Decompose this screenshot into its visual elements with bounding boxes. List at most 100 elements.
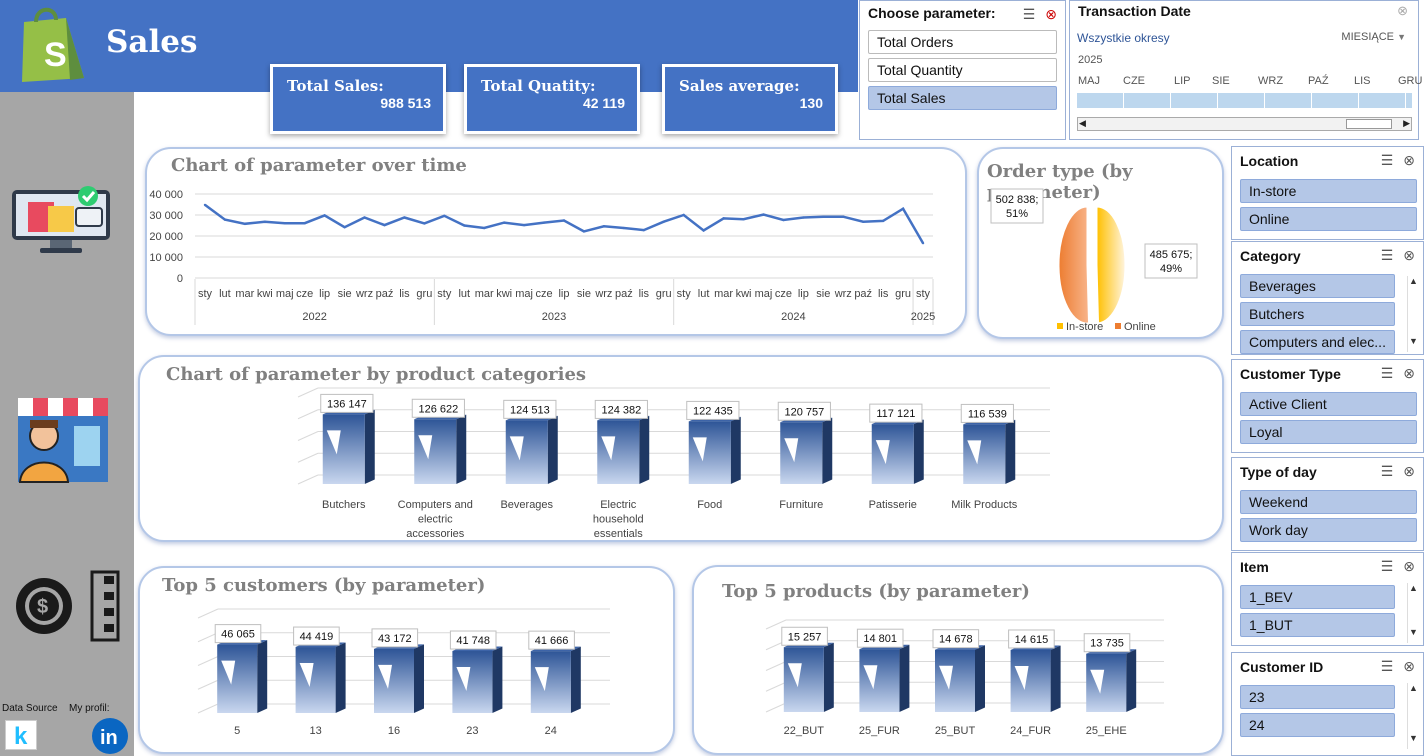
- shopping-computer-icon[interactable]: [10, 186, 114, 261]
- data-label-box: [528, 630, 575, 650]
- data-point: [383, 223, 386, 227]
- slicer-item[interactable]: 24: [1240, 713, 1395, 737]
- slicer-item-total-quantity[interactable]: Total Quantity: [868, 58, 1057, 82]
- slicer-item-total-sales[interactable]: Total Sales: [868, 86, 1057, 110]
- store-seller-icon[interactable]: [14, 396, 112, 489]
- slicer-item[interactable]: 1_BUT: [1240, 613, 1395, 637]
- label-callout: [875, 440, 890, 465]
- slicer-item[interactable]: Active Client: [1240, 392, 1417, 416]
- data-point: [802, 216, 805, 219]
- clear-filter-icon[interactable]: ⊗: [1403, 558, 1415, 574]
- x-tick-label: Electric: [600, 499, 637, 511]
- scroll-up-icon[interactable]: ▲: [1409, 276, 1418, 286]
- label-callout: [299, 663, 314, 688]
- data-label: 124 382: [601, 404, 641, 416]
- slicer-item[interactable]: Work day: [1240, 518, 1417, 542]
- slicer-item[interactable]: Online: [1240, 207, 1417, 231]
- clear-filter-icon[interactable]: ⊗: [1045, 6, 1057, 22]
- multi-select-icon[interactable]: ☰: [1380, 247, 1394, 263]
- x-tick-label: Furniture: [779, 499, 823, 511]
- bar: [1086, 653, 1127, 712]
- data-point: [303, 221, 306, 225]
- scroll-left-icon[interactable]: ◀: [1079, 118, 1086, 128]
- multi-select-icon[interactable]: ☰: [1380, 658, 1394, 674]
- multi-select-icon[interactable]: ☰: [1380, 365, 1394, 381]
- gridline: [197, 703, 219, 714]
- slicer-item[interactable]: In-store: [1240, 179, 1417, 203]
- multi-select-icon[interactable]: ☰: [1022, 6, 1036, 22]
- linkedin-icon[interactable]: in: [92, 718, 128, 754]
- multi-select-icon[interactable]: ☰: [1380, 558, 1394, 574]
- bar-side: [913, 419, 924, 484]
- slicer-scrollbar[interactable]: ▲ ▼: [1407, 276, 1419, 352]
- data-point: [403, 216, 406, 219]
- x-tick-label: lis: [639, 288, 650, 300]
- scroll-right-icon[interactable]: ▶: [1403, 118, 1410, 128]
- x-tick-label: 23: [466, 725, 478, 737]
- clear-filter-icon[interactable]: ⊗: [1397, 3, 1408, 18]
- data-point: [463, 224, 466, 227]
- bar-side: [414, 644, 424, 713]
- clear-filter-icon[interactable]: ⊗: [1403, 463, 1415, 479]
- scroll-down-icon[interactable]: ▼: [1409, 627, 1418, 637]
- clear-filter-icon[interactable]: ⊗: [1403, 152, 1415, 168]
- slicer-item-total-orders[interactable]: Total Orders: [868, 30, 1057, 54]
- data-label: 43 172: [378, 633, 412, 645]
- scroll-down-icon[interactable]: ▼: [1409, 336, 1418, 346]
- money-settings-icon[interactable]: $: [10, 570, 122, 647]
- x-tick-label: mar: [235, 288, 254, 300]
- data-point: [642, 228, 645, 232]
- slicer-scrollbar[interactable]: ▲ ▼: [1407, 683, 1419, 749]
- data-point: [542, 221, 546, 224]
- x-tick-label: 13: [309, 725, 321, 737]
- x-tick-label: kwi: [496, 288, 512, 300]
- bar: [859, 649, 900, 712]
- line-chart-panel: Chart of parameter over time 40 000 30 00…: [145, 147, 967, 336]
- x-tick-label: kwi: [736, 288, 752, 300]
- timeline-scrollbar[interactable]: ◀ ▶: [1077, 117, 1412, 131]
- data-point: [822, 215, 825, 218]
- x-tick-label: lip: [558, 288, 569, 300]
- scroll-up-icon[interactable]: ▲: [1409, 583, 1418, 593]
- kaggle-icon[interactable]: k: [5, 720, 37, 750]
- x-tick-label: 16: [388, 725, 400, 737]
- customer-type-slicer: Customer Type ☰ ⊗ Active Client Loyal: [1231, 359, 1424, 453]
- x-tick-label: wrz: [834, 288, 852, 300]
- pie-chart: 485 675; 49% 502 838; 51% In-store Online: [990, 188, 1198, 333]
- data-label-box: [449, 630, 497, 650]
- slicer-item[interactable]: 1_BEV: [1240, 585, 1395, 609]
- bar: [217, 644, 258, 713]
- data-label: 120 757: [784, 406, 824, 418]
- customer-id-slicer: Customer ID ☰ ⊗ 23 24 ▲ ▼: [1231, 652, 1424, 756]
- slicer-item[interactable]: Butchers: [1240, 302, 1395, 326]
- timeline-level-dropdown[interactable]: MIESIĄCE: [1341, 31, 1394, 43]
- scroll-thumb[interactable]: [1346, 119, 1392, 129]
- slicer-scrollbar[interactable]: ▲ ▼: [1407, 583, 1419, 643]
- slicer-item[interactable]: 23: [1240, 685, 1395, 709]
- scroll-up-icon[interactable]: ▲: [1409, 683, 1418, 693]
- slicer-tools: ☰ ⊗: [1381, 463, 1415, 480]
- clear-filter-icon[interactable]: ⊗: [1403, 658, 1415, 674]
- slicer-item[interactable]: Loyal: [1240, 420, 1417, 444]
- gridline: [765, 702, 787, 713]
- kpi-value: 42 119: [582, 95, 625, 111]
- timeline-bar[interactable]: [1077, 93, 1412, 108]
- data-point: [782, 218, 785, 222]
- data-label: 136 147: [327, 398, 367, 410]
- slicer-item[interactable]: Weekend: [1240, 490, 1417, 514]
- multi-select-icon[interactable]: ☰: [1380, 152, 1394, 168]
- chart-title: Top 5 customers (by parameter): [162, 575, 486, 596]
- kpi-label: Sales average:: [679, 77, 800, 95]
- clear-filter-icon[interactable]: ⊗: [1403, 365, 1415, 381]
- data-label-box: [293, 626, 340, 646]
- multi-select-icon[interactable]: ☰: [1380, 463, 1394, 479]
- x-tick-label: sty: [437, 288, 452, 300]
- year-label: 2025: [911, 311, 935, 323]
- slicer-item[interactable]: Computers and elec...: [1240, 330, 1395, 354]
- slicer-item[interactable]: Beverages: [1240, 274, 1395, 298]
- bar-side: [547, 415, 558, 484]
- chevron-down-icon[interactable]: ▼: [1397, 32, 1406, 42]
- scroll-down-icon[interactable]: ▼: [1409, 733, 1418, 743]
- bar-side: [822, 417, 833, 484]
- clear-filter-icon[interactable]: ⊗: [1403, 247, 1415, 263]
